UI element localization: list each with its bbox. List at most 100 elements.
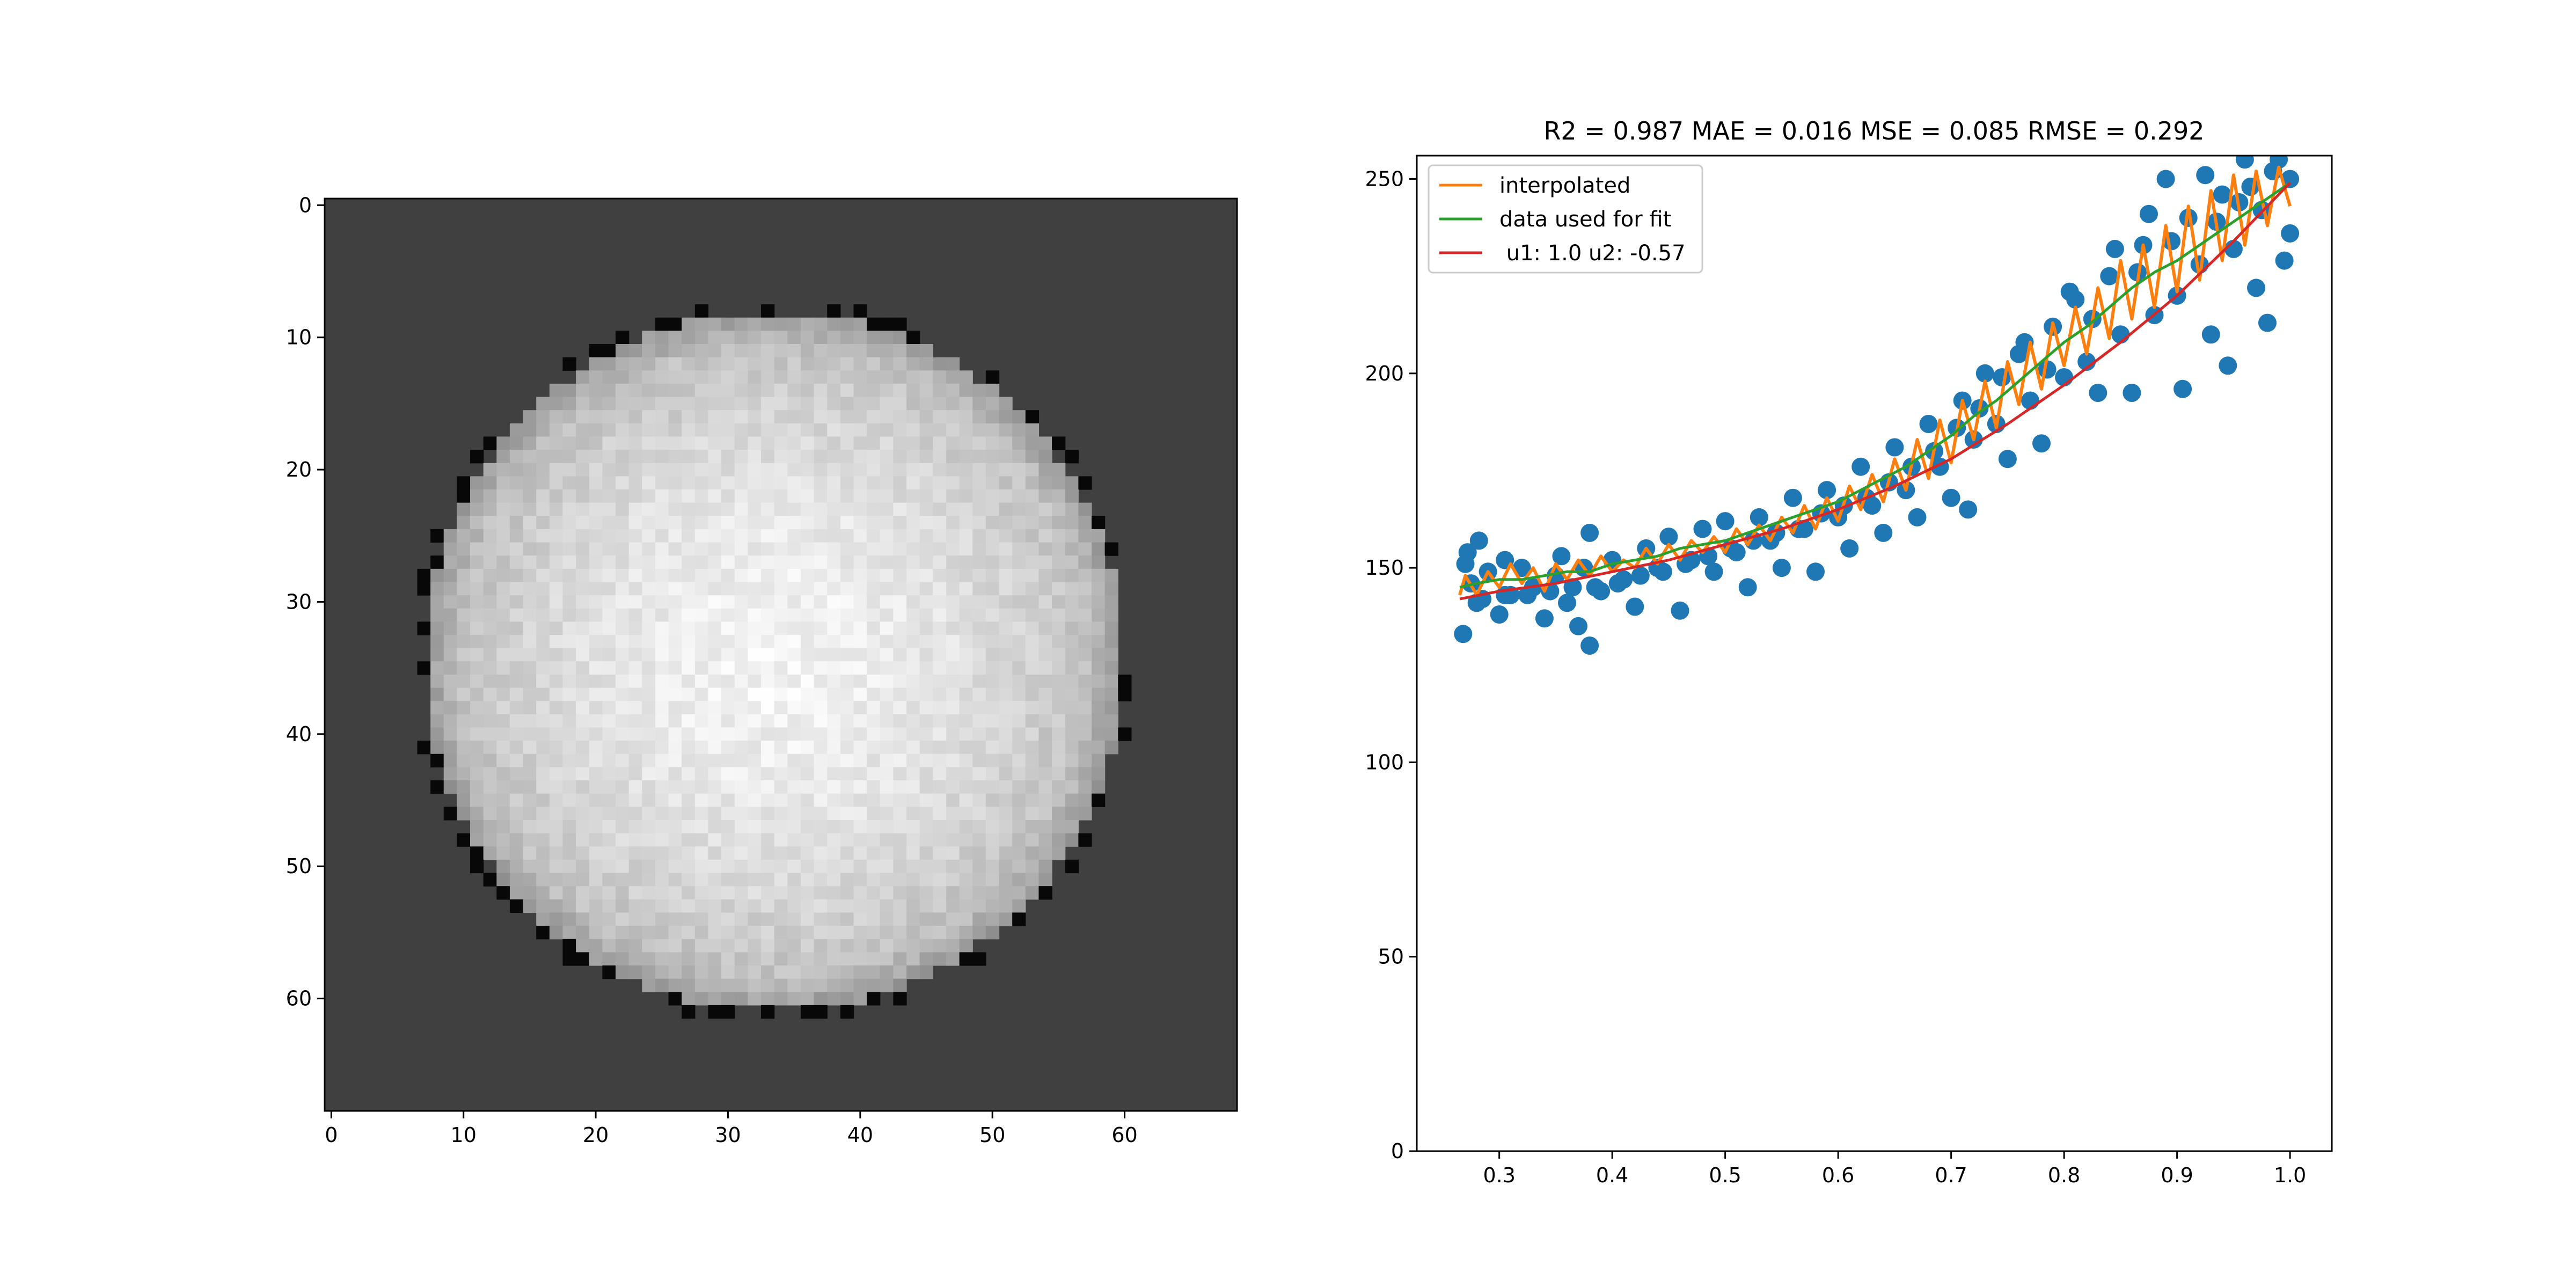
image-pixel <box>787 397 801 411</box>
image-pixel <box>748 357 762 371</box>
image-pixel <box>972 687 986 701</box>
image-pixel <box>919 793 933 807</box>
image-pixel <box>814 741 828 755</box>
image-pixel <box>668 317 682 331</box>
image-pixel <box>668 873 682 887</box>
image-pixel <box>1025 489 1040 503</box>
image-pixel <box>853 423 867 437</box>
image-pixel <box>933 502 947 516</box>
image-pixel <box>589 674 603 689</box>
image-pixel <box>668 489 682 503</box>
image-pixel <box>496 727 510 741</box>
image-pixel <box>708 357 722 371</box>
image-pixel <box>919 846 933 860</box>
image-pixel <box>589 793 603 807</box>
image-pixel <box>523 542 537 556</box>
image-pixel <box>774 727 788 741</box>
image-pixel <box>536 767 550 781</box>
image-pixel <box>536 741 550 755</box>
image-pixel <box>761 331 775 345</box>
image-pixel <box>1038 701 1052 715</box>
image-pixel <box>523 516 537 530</box>
image-pixel <box>523 436 537 450</box>
image-pixel <box>668 701 682 715</box>
image-pixel <box>562 529 576 543</box>
image-pixel <box>814 423 828 437</box>
image-pixel <box>774 529 788 543</box>
image-pixel <box>457 661 471 675</box>
image-pixel <box>642 410 656 424</box>
image-pixel <box>761 674 775 689</box>
image-pixel <box>682 476 696 490</box>
image-pixel <box>470 476 484 490</box>
image-pixel <box>443 648 457 662</box>
image-pixel <box>576 489 590 503</box>
image-pixel <box>642 714 656 728</box>
image-pixel <box>682 687 696 701</box>
image-pixel <box>787 753 801 768</box>
image-pixel <box>933 463 947 477</box>
image-pixel <box>682 370 696 384</box>
image-pixel <box>827 410 841 424</box>
image-pixel <box>694 608 709 623</box>
scatter-point <box>1874 523 1893 542</box>
image-pixel <box>893 899 907 913</box>
image-pixel <box>509 489 524 503</box>
image-pixel <box>694 542 709 556</box>
image-pixel <box>893 542 907 556</box>
image-pixel <box>1091 595 1106 609</box>
image-pixel <box>880 423 894 437</box>
image-pixel <box>628 582 642 596</box>
image-pixel <box>549 701 564 715</box>
image-pixel <box>748 410 762 424</box>
image-pixel <box>509 621 524 635</box>
image-pixel <box>946 357 960 371</box>
image-pixel <box>814 621 828 635</box>
image-pixel <box>1025 423 1040 437</box>
image-pixel <box>1025 873 1040 887</box>
image-pixel <box>536 463 550 477</box>
image-pixel <box>509 687 524 701</box>
image-pixel <box>708 621 722 635</box>
image-pixel <box>708 687 722 701</box>
image-pixel <box>880 701 894 715</box>
image-pixel <box>1025 819 1040 834</box>
image-pixel <box>708 331 722 345</box>
image-pixel <box>946 436 960 450</box>
image-pixel <box>933 489 947 503</box>
image-pixel <box>1025 767 1040 781</box>
image-pixel <box>602 635 616 649</box>
image-pixel <box>694 648 709 662</box>
image-pixel <box>893 331 907 345</box>
image-pixel <box>655 463 669 477</box>
image-pixel <box>880 317 894 331</box>
image-pixel <box>523 608 537 623</box>
image-pixel <box>655 568 669 583</box>
image-pixel <box>1012 661 1026 675</box>
image-pixel <box>959 661 973 675</box>
image-pixel <box>800 397 815 411</box>
image-pixel <box>576 873 590 887</box>
image-pixel <box>708 489 722 503</box>
image-pixel <box>734 714 749 728</box>
image-pixel <box>1012 807 1026 821</box>
image-pixel <box>959 423 973 437</box>
image-pixel <box>628 450 642 464</box>
image-pixel <box>576 463 590 477</box>
image-pixel <box>616 661 630 675</box>
image-pixel <box>1078 595 1092 609</box>
image-pixel <box>509 582 524 596</box>
image-pixel <box>880 846 894 860</box>
image-pixel <box>814 978 828 992</box>
image-pixel <box>562 410 576 424</box>
image-pixel <box>919 436 933 450</box>
image-pixel <box>721 608 735 623</box>
image-pixel <box>628 410 642 424</box>
image-pixel <box>562 555 576 569</box>
image-pixel <box>682 819 696 834</box>
image-pixel <box>787 912 801 926</box>
image-pixel <box>919 926 933 940</box>
image-pixel <box>1065 741 1079 755</box>
image-pixel <box>1065 753 1079 768</box>
image-pixel <box>906 555 920 569</box>
